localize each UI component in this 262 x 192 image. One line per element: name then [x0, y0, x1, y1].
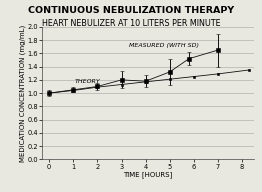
Text: CONTINUOUS NEBULIZATION THERAPY: CONTINUOUS NEBULIZATION THERAPY [28, 6, 234, 15]
Text: HEART NEBULIZER AT 10 LITERS PER MINUTE: HEART NEBULIZER AT 10 LITERS PER MINUTE [42, 19, 220, 28]
X-axis label: TIME [HOURS]: TIME [HOURS] [123, 171, 173, 178]
Text: MEASURED (WITH SD): MEASURED (WITH SD) [129, 43, 199, 48]
Text: THEORY: THEORY [74, 79, 100, 84]
Y-axis label: MEDICATION CONCENTRATION (mg/mL): MEDICATION CONCENTRATION (mg/mL) [19, 25, 26, 162]
